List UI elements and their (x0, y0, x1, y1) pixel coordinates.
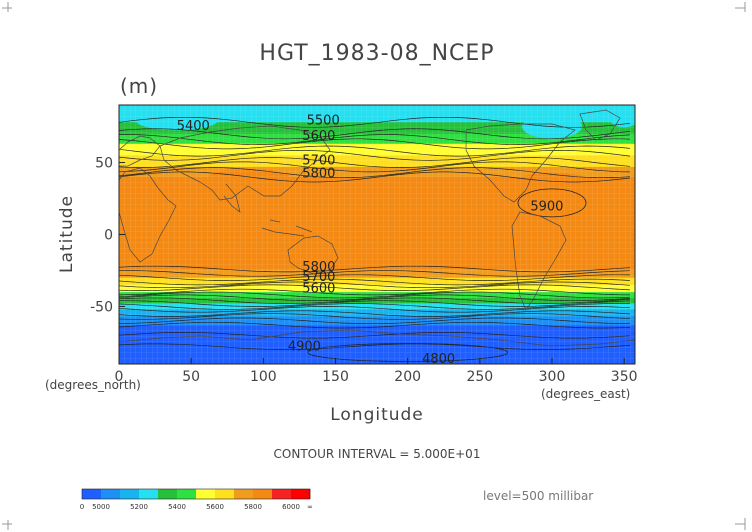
contour-label-7: 5700 (302, 270, 335, 285)
contour-label-8: 5600 (302, 282, 335, 297)
colorbar-swatch-3 (139, 489, 159, 499)
colorbar-tick-1: 5000 (92, 503, 110, 511)
x-tick-label-6: 300 (539, 369, 566, 385)
colorbar-swatch-0 (82, 489, 102, 499)
x-tick-label-5: 250 (466, 369, 493, 385)
x-tick-label-2: 100 (250, 369, 277, 385)
y-axis-ticks: 50 0 -50 (90, 156, 125, 315)
x-tick-label-0: 0 (115, 369, 124, 385)
contour-label-2: 5600 (302, 129, 335, 144)
contour-interval-note: CONTOUR INTERVAL = 5.000E+01 (274, 447, 481, 461)
level-note: level=500 millibar (483, 489, 593, 503)
x-tick-label-4: 200 (394, 369, 421, 385)
x-axis-label: Longitude (330, 405, 424, 425)
y-tick-label-1: 0 (104, 228, 113, 244)
colorbar-tick-4: 5600 (206, 503, 224, 511)
y-axis-unit-label: (degrees_north) (45, 378, 141, 392)
x-tick-label-1: 50 (182, 369, 200, 385)
colorbar-tick-2: 5200 (130, 503, 148, 511)
colorbar-tick-0: 0 (80, 503, 84, 511)
x-tick-label-3: 150 (322, 369, 349, 385)
contour-label-3: 5700 (302, 154, 335, 169)
x-axis-unit-label: (degrees_east) (541, 387, 630, 401)
colorbar-swatch-7 (215, 489, 235, 499)
colorbar-swatch-8 (234, 489, 254, 499)
colorbar-swatch-6 (196, 489, 216, 499)
colorbar-swatch-1 (101, 489, 121, 499)
colorbar-swatch-9 (253, 489, 273, 499)
colorbar-swatch-2 (120, 489, 140, 499)
contour-label-4: 5800 (302, 167, 335, 182)
y-tick-label-0: 50 (95, 156, 113, 172)
colorbar-frame (81, 488, 311, 500)
contour-label-6: 5800 (302, 260, 335, 275)
units-label: (m) (120, 74, 158, 98)
contour-label-0: 5400 (177, 119, 210, 134)
crop-corner-tl (2, 2, 12, 12)
y-axis-label: Latitude (57, 195, 77, 273)
contour-label-10: 4800 (422, 352, 455, 367)
contour-labels: 5400 550056005700580059005800570056004900… (177, 113, 564, 367)
colorbar-tick-6: 6000 (282, 503, 300, 511)
colorbar: 0 5000 5200 5400 5600 5800 6000 ∞ (80, 488, 313, 511)
y-tick-label-2: -50 (90, 299, 113, 315)
colorbar-tick-5: 5800 (244, 503, 262, 511)
colorbar-swatch-4 (158, 489, 178, 499)
colorbar-tick-7: ∞ (307, 503, 313, 511)
crop-corner-tr (735, 2, 746, 12)
grid-overlay (119, 105, 635, 364)
map-title: HGT_1983-08_NCEP (259, 41, 494, 66)
colorbar-swatch-10 (272, 489, 292, 499)
contour-label-5: 5900 (530, 200, 563, 215)
contour-label-9: 4900 (288, 339, 321, 354)
x-axis-ticks: 0 50 100 150 200 250 300 350 (115, 358, 638, 385)
colorbar-tick-3: 5400 (168, 503, 186, 511)
crop-corner-bl (2, 520, 12, 530)
x-tick-label-7: 350 (611, 369, 638, 385)
crop-corner-br (735, 518, 746, 530)
colorbar-swatch-5 (177, 489, 197, 499)
colorbar-swatch-11 (291, 489, 311, 499)
contour-label-1: 5500 (307, 113, 340, 128)
plot-area: 5400 550056005700580059005800570056004900… (119, 105, 635, 367)
